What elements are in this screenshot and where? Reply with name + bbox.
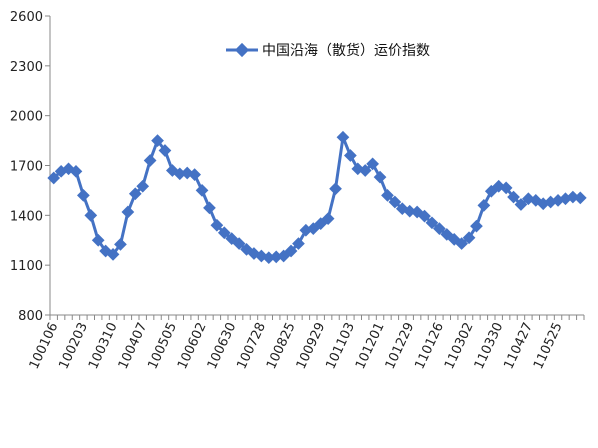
y-tick-label: 1100: [10, 259, 43, 274]
legend-label: 中国沿海（散货）运价指数: [262, 42, 430, 59]
data-point: [128, 187, 142, 201]
data-point: [69, 164, 83, 178]
y-axis: 800 1100 1400 1700 2000 2300 2600: [10, 10, 51, 324]
data-point: [269, 250, 283, 264]
data-point: [358, 164, 372, 177]
data-point: [455, 237, 468, 250]
data-point: [262, 251, 276, 265]
data-point: [381, 189, 394, 202]
series-group: [47, 130, 587, 265]
data-point: [143, 154, 157, 167]
data-point: [344, 149, 357, 162]
data-point: [77, 189, 90, 202]
data-point: [284, 244, 298, 258]
data-point: [329, 182, 342, 196]
data-point: [217, 226, 231, 240]
data-point: [499, 181, 513, 195]
data-point: [462, 231, 476, 245]
data-point: [106, 248, 120, 261]
data-point: [366, 157, 379, 171]
data-point: [292, 237, 305, 250]
y-tick-label: 800: [18, 309, 43, 324]
x-tick-label: 110525: [531, 320, 566, 371]
x-axis: 1001061002031003101004071005051006021006…: [27, 314, 585, 372]
data-point: [195, 184, 209, 197]
data-point: [136, 179, 150, 193]
data-point: [433, 222, 446, 235]
data-point: [470, 219, 483, 233]
data-point: [321, 212, 335, 226]
data-point: [151, 134, 164, 147]
data-point: [210, 218, 224, 232]
data-point: [158, 144, 172, 157]
y-tick-label: 2300: [10, 60, 43, 75]
data-point: [418, 209, 431, 223]
data-point: [84, 208, 98, 222]
data-point: [91, 233, 105, 247]
y-tick-label: 1400: [10, 209, 43, 224]
data-point: [573, 191, 587, 205]
data-point: [403, 204, 417, 218]
data-point: [232, 237, 246, 250]
data-point: [47, 171, 61, 185]
data-point: [477, 199, 491, 212]
data-point: [203, 201, 216, 215]
data-point: [373, 170, 387, 184]
data-point: [114, 238, 127, 251]
legend-marker: [234, 42, 250, 58]
data-point: [507, 190, 520, 204]
data-point: [188, 168, 201, 182]
y-tick-label: 2600: [10, 10, 43, 25]
data-point: [388, 195, 402, 209]
data-point: [173, 167, 187, 181]
data-point: [121, 205, 135, 219]
data-point: [336, 130, 350, 144]
legend: 中国沿海（散货）运价指数: [226, 42, 430, 59]
y-tick-label: 1700: [10, 160, 43, 175]
y-tick-label: 2000: [10, 110, 43, 125]
data-point: [425, 216, 439, 230]
